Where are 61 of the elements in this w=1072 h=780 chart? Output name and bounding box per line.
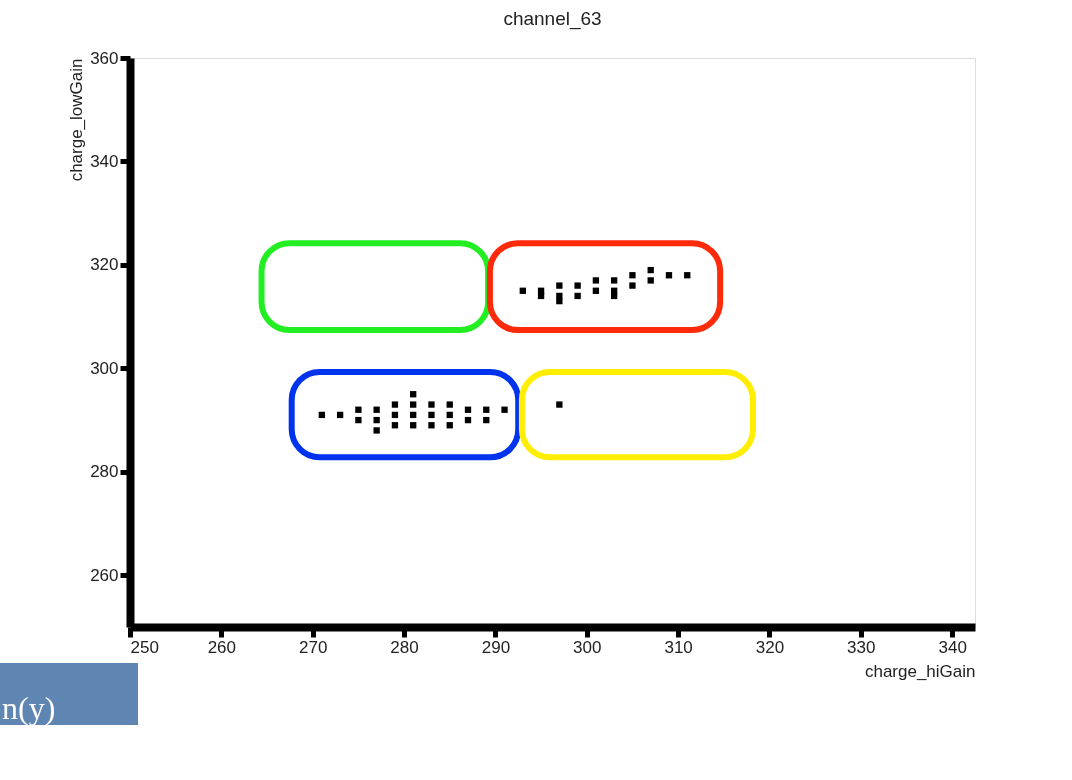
point [428,411,435,419]
point [665,272,673,279]
x-axis-title: charge_hiGain [864,661,976,681]
point [446,411,453,419]
point [355,406,362,413]
point [592,277,600,284]
point [611,292,618,300]
x-tick-label: 260 [207,637,237,657]
point [592,287,600,294]
x-tick-label: 280 [390,637,419,657]
point [684,272,691,279]
point [574,282,581,289]
point [428,401,435,408]
y-tick-label: 280 [90,462,119,482]
point [464,406,472,413]
point [611,277,618,284]
point [446,401,453,408]
x-tick-label: 340 [938,637,967,657]
point [391,422,399,429]
point [373,406,380,413]
point [537,292,545,300]
y-tick-label: 260 [90,565,119,585]
point [355,416,362,424]
point [483,406,490,413]
point [373,427,380,434]
point [629,272,636,279]
point [464,416,472,424]
point [556,297,563,305]
x-tick-label: 250 [130,637,159,657]
point [446,422,453,429]
x-tick-label: 330 [847,637,876,657]
point [556,401,563,408]
x-tick-label: 310 [664,637,693,657]
point [629,282,636,289]
y-tick-label: 320 [90,255,119,275]
point [410,391,417,398]
point [391,401,399,408]
point [428,422,435,429]
point [501,406,508,413]
y-tick-label: 360 [90,48,119,68]
point [556,282,563,289]
point [483,416,490,424]
point [410,401,417,408]
point [373,416,380,424]
x-tick-label: 290 [481,637,511,657]
point [647,277,654,284]
point [410,422,417,429]
x-tick-label: 320 [755,637,785,657]
x-tick-label: 300 [573,637,602,657]
point [410,411,417,419]
point [574,292,581,300]
chart-title: channel_63 [503,8,602,30]
point [318,411,325,419]
x-tick-label: 270 [299,637,328,657]
y-tick-label: 300 [90,358,119,378]
point [391,411,399,419]
y-tick-label: 340 [90,151,119,171]
y-axis-title: charge_lowGain [67,58,87,182]
point [647,266,654,274]
point [336,411,344,419]
point [519,287,526,294]
